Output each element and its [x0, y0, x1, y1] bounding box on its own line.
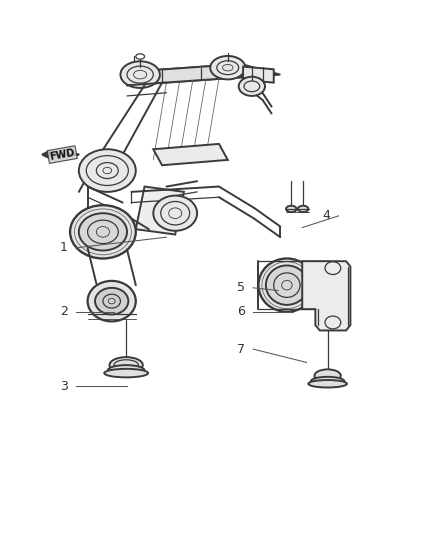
Ellipse shape — [110, 357, 143, 373]
Text: 1: 1 — [60, 241, 68, 254]
Ellipse shape — [266, 265, 308, 305]
Ellipse shape — [70, 205, 136, 259]
Polygon shape — [127, 64, 241, 85]
Ellipse shape — [104, 369, 148, 377]
Text: 2: 2 — [60, 305, 68, 318]
Ellipse shape — [79, 149, 136, 192]
Polygon shape — [243, 67, 274, 83]
Ellipse shape — [210, 56, 245, 79]
Ellipse shape — [314, 369, 341, 382]
Text: 4: 4 — [323, 209, 331, 222]
Text: 5: 5 — [237, 281, 245, 294]
Ellipse shape — [95, 288, 128, 314]
Ellipse shape — [153, 196, 197, 231]
Ellipse shape — [258, 259, 315, 312]
Ellipse shape — [298, 206, 308, 212]
Ellipse shape — [286, 206, 297, 212]
Polygon shape — [153, 144, 228, 165]
Ellipse shape — [239, 77, 265, 96]
Polygon shape — [302, 261, 350, 330]
Ellipse shape — [108, 365, 145, 376]
Polygon shape — [127, 64, 280, 83]
Ellipse shape — [120, 61, 160, 88]
Text: 6: 6 — [237, 305, 245, 318]
Text: 7: 7 — [237, 343, 245, 356]
Polygon shape — [136, 187, 184, 235]
Ellipse shape — [88, 281, 136, 321]
Ellipse shape — [79, 213, 127, 251]
Text: FWD: FWD — [49, 148, 76, 161]
Ellipse shape — [308, 380, 347, 387]
Text: 3: 3 — [60, 380, 68, 393]
Ellipse shape — [311, 377, 344, 385]
